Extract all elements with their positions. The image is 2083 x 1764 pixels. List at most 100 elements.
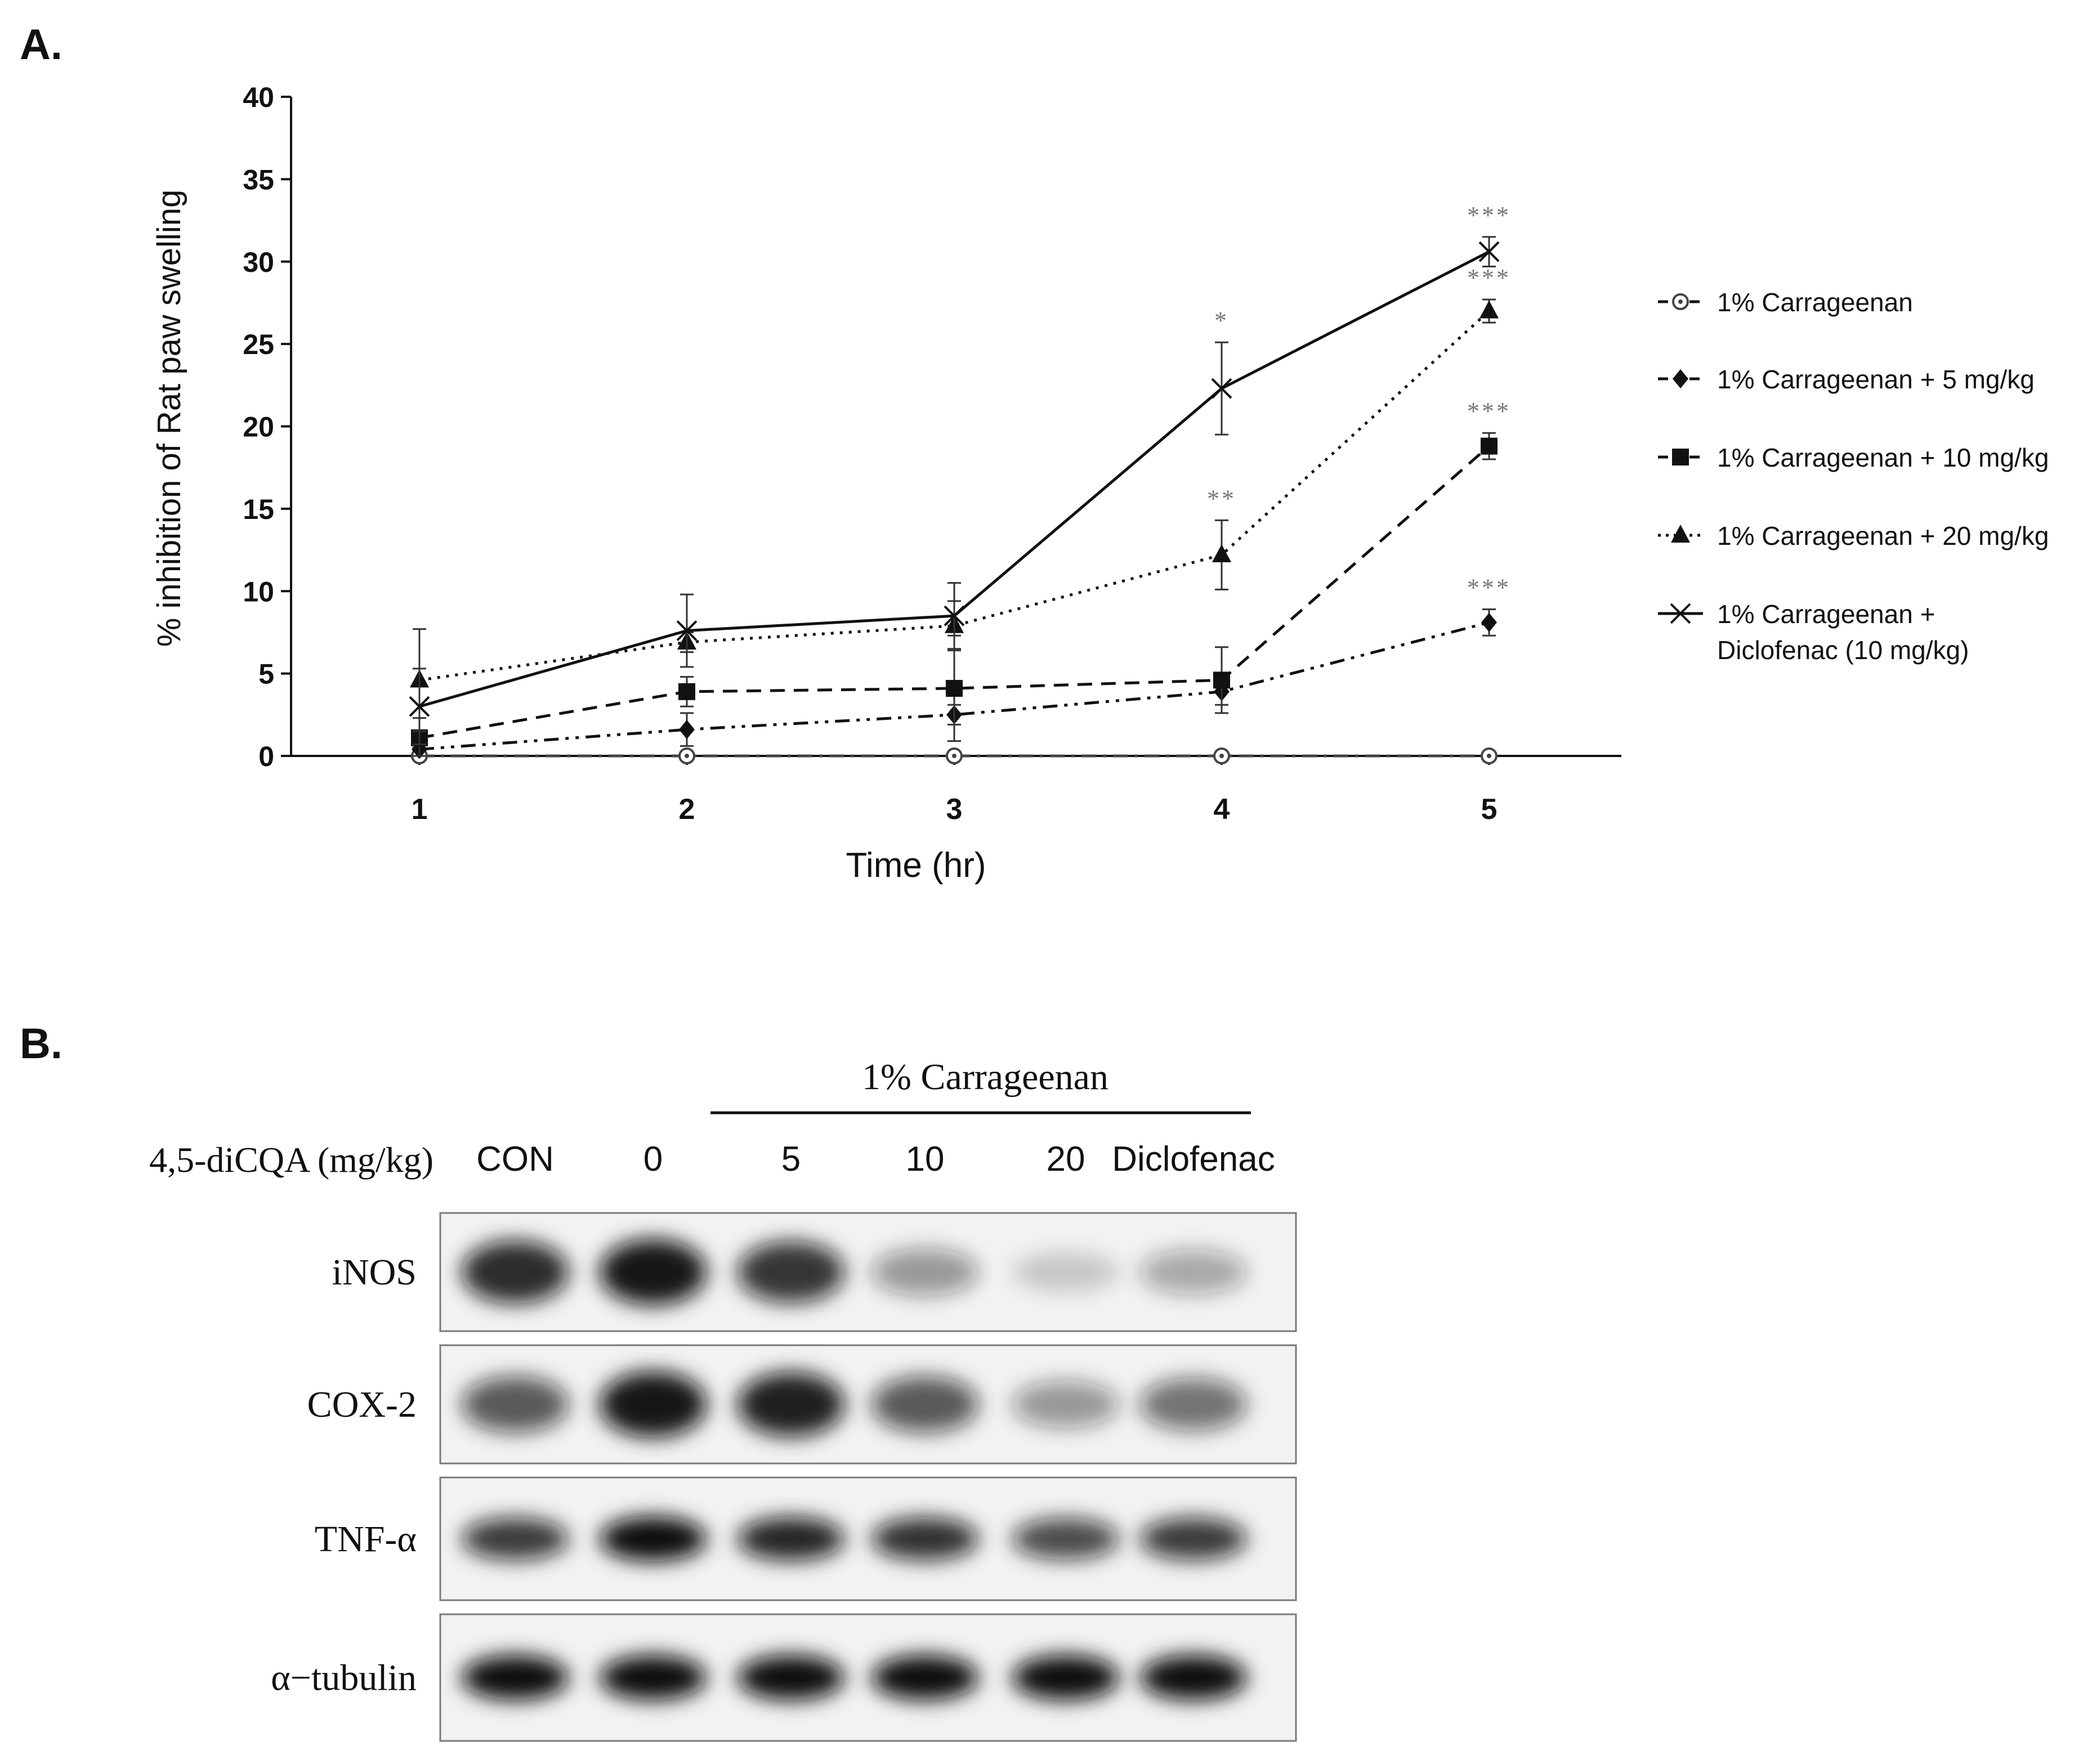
x-tick-label: 1 — [412, 793, 428, 826]
data-point — [1481, 612, 1497, 632]
panel-a: A. 0 5 10 15 20 25 30 35 40 1 2 3 4 5 % inhibition o… — [20, 21, 2049, 885]
series-line — [419, 445, 1490, 740]
band — [1140, 1517, 1247, 1560]
x-axis-label: Time (hr) — [846, 846, 986, 885]
protein-label: iNOS — [332, 1252, 417, 1293]
legend-label: 1% Carrageenan — [1717, 288, 1913, 317]
band — [871, 1655, 978, 1700]
band — [1012, 1381, 1119, 1428]
y-tick-label: 25 — [243, 329, 274, 360]
legend-entry-4: 1% Carrageenan + 20 mg/kg — [1658, 521, 2049, 550]
band — [600, 1516, 707, 1561]
y-tick-label: 15 — [243, 494, 274, 525]
y-tick-label: 40 — [243, 82, 274, 113]
legend-swatch-marker — [1673, 369, 1688, 388]
x-tick-label: 3 — [946, 793, 963, 826]
y-axis: 0 5 10 15 20 25 30 35 40 — [243, 82, 292, 772]
band — [462, 1240, 569, 1304]
x-axis: 1 2 3 4 5 — [291, 755, 1621, 826]
x-tick-label: 5 — [1481, 793, 1498, 826]
y-tick-label: 30 — [243, 247, 274, 278]
data-point — [676, 620, 698, 641]
band — [1140, 1250, 1247, 1295]
dose-label: 4,5-diCQA (mg/kg) — [149, 1140, 433, 1180]
significance-label: * — [1214, 307, 1229, 334]
lane-label: 10 — [906, 1140, 945, 1179]
data-point — [946, 747, 963, 764]
data-point — [1212, 544, 1231, 562]
band — [871, 1517, 978, 1561]
significance-label: *** — [1467, 397, 1511, 425]
blot-row-2: COX-2 — [307, 1344, 1297, 1465]
y-tick-label: 0 — [258, 741, 274, 772]
data-point — [1481, 747, 1498, 764]
treatment-header: 1% Carrageenan — [862, 1056, 1108, 1098]
panel-b: B. 1% Carrageenan 4,5-diCQA (mg/kg) CON 0… — [20, 1020, 1297, 1742]
protein-label: TNF-α — [315, 1519, 417, 1560]
panel-b-label: B. — [20, 1020, 62, 1068]
legend-label: 1% Carrageenan + — [1717, 599, 1935, 629]
legend-label: 1% Carrageenan + 10 mg/kg — [1717, 443, 2049, 472]
legend-entry-1: 1% Carrageenan — [1658, 288, 1913, 317]
band — [737, 1517, 844, 1561]
band — [1012, 1655, 1119, 1700]
data-point — [944, 605, 965, 626]
data-point — [946, 679, 963, 697]
data-point — [409, 696, 430, 717]
series-5: **** — [409, 202, 1511, 746]
western-blots: iNOS COX-2 TNF-α α−tubulin — [271, 1212, 1297, 1742]
y-tick-label: 20 — [243, 411, 274, 443]
legend-label: 1% Carrageenan + 5 mg/kg — [1717, 365, 2035, 394]
y-tick-label: 5 — [258, 659, 274, 690]
legend-label: 1% Carrageenan + 20 mg/kg — [1717, 521, 2049, 550]
series-layer: *************** — [409, 202, 1511, 764]
legend-swatch-marker — [1670, 603, 1691, 624]
data-point — [1213, 671, 1230, 689]
significance-label: *** — [1467, 264, 1511, 292]
legend-swatch-marker — [1672, 449, 1689, 465]
lane-label: CON — [476, 1140, 554, 1179]
band — [737, 1241, 844, 1303]
data-point — [1478, 241, 1500, 262]
band — [600, 1239, 707, 1305]
legend-label: Diclofenac (10 mg/kg) — [1717, 635, 1969, 665]
band — [600, 1655, 707, 1700]
significance-label: *** — [1467, 574, 1511, 601]
data-point — [678, 683, 695, 700]
protein-label: COX-2 — [307, 1384, 417, 1425]
lane-label: 5 — [781, 1140, 801, 1179]
data-point — [1481, 437, 1498, 455]
x-tick-label: 2 — [679, 793, 695, 826]
legend-entry-3: 1% Carrageenan + 10 mg/kg — [1658, 443, 2049, 472]
legend-swatch-marker — [1671, 525, 1690, 543]
blot-row-3: TNF-α — [315, 1476, 1297, 1601]
band — [462, 1655, 569, 1700]
significance-label: ** — [1207, 485, 1236, 512]
band — [600, 1371, 707, 1438]
legend: 1% Carrageenan 1% Carrageenan + 5 mg/kg 1%… — [1658, 288, 2049, 665]
data-point — [1213, 747, 1230, 764]
series-2: *** — [412, 574, 1511, 759]
y-tick-label: 10 — [243, 576, 274, 607]
band — [1012, 1252, 1119, 1292]
blot-row-1: iNOS — [332, 1212, 1297, 1332]
data-point — [1479, 300, 1499, 319]
band — [1012, 1518, 1119, 1560]
lane-label: 0 — [643, 1140, 663, 1179]
band — [1140, 1378, 1247, 1431]
series-line — [419, 621, 1490, 751]
legend-entry-5: 1% Carrageenan + Diclofenac (10 mg/kg) — [1658, 599, 1969, 665]
lane-label: 20 — [1047, 1140, 1085, 1179]
blot-row-4: α−tubulin — [271, 1613, 1297, 1742]
protein-label: α−tubulin — [271, 1658, 417, 1699]
band — [871, 1376, 978, 1433]
band — [462, 1376, 569, 1433]
legend-swatch-marker — [1672, 293, 1689, 310]
data-point — [1211, 378, 1232, 399]
y-axis-label: % inhibition of Rat paw swelling — [151, 190, 187, 647]
significance-label: *** — [1467, 202, 1511, 229]
lane-labels: CON 0 5 10 20 Diclofenac — [476, 1140, 1275, 1179]
data-point — [679, 720, 695, 740]
